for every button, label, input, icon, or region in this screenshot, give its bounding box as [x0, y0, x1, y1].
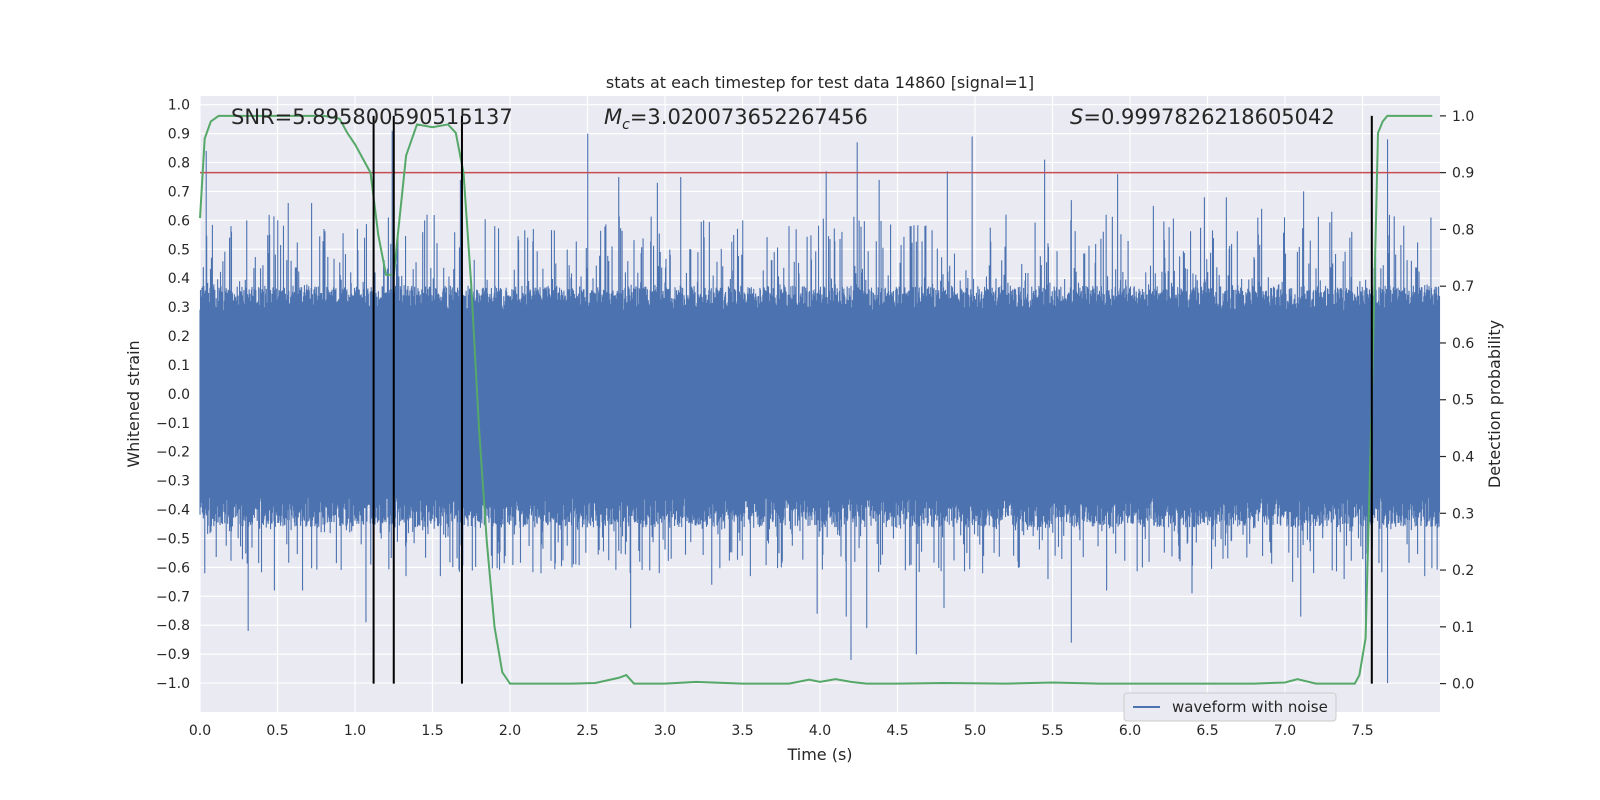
- detection-probability-line: [199, 114, 1433, 685]
- y-left-tick-label: 0.5: [168, 242, 190, 258]
- x-tick-label: 7.0: [1274, 723, 1296, 739]
- y-left-tick-label: −0.8: [156, 618, 190, 634]
- x-tick-label: 3.5: [731, 723, 753, 739]
- x-tick-label: 2.5: [576, 723, 598, 739]
- y-left-tick-label: 0.0: [168, 387, 190, 403]
- x-tick-label: 4.0: [809, 723, 831, 739]
- y-right-tick-label: 1.0: [1452, 109, 1474, 125]
- waveform-with-noise-series: [199, 130, 1441, 684]
- x-tick-labels: 0.0 0.5 1.0 1.5 2.0 2.5 3.0 3.5 4.0 4.5 5.0 5.5 6.0 6…: [189, 723, 1374, 739]
- y-right-tick-label: 0.2: [1452, 563, 1474, 579]
- timestep-markers: [372, 115, 1373, 684]
- y-left-tick-label: −0.6: [156, 560, 190, 576]
- y-right-tick-label: 0.4: [1452, 450, 1474, 466]
- x-tick-label: 3.0: [654, 723, 676, 739]
- y-left-tick-label: 0.6: [168, 213, 190, 229]
- y-axis-label-right: Detection probability: [1485, 320, 1504, 488]
- y-left-tick-label: 1.0: [168, 98, 190, 114]
- y-axis-label-left: Whitened strain: [124, 340, 143, 467]
- y-left-tick-label: 0.2: [168, 329, 190, 345]
- y-left-tick-labels: 1.0 0.9 0.8 0.7 0.6 0.5 0.4 0.3 0.2 0.1 0.0 −0.1 −0.…: [156, 98, 190, 692]
- x-tick-label: 5.5: [1041, 723, 1063, 739]
- y-left-tick-label: 0.9: [168, 127, 190, 143]
- y-left-tick-label: −0.7: [156, 589, 190, 605]
- y-right-tick-label: 0.3: [1452, 506, 1474, 522]
- chart-title: stats at each timestep for test data 148…: [606, 73, 1034, 92]
- y-right-tick-label: 0.0: [1452, 677, 1474, 693]
- x-tick-label: 2.0: [499, 723, 521, 739]
- y-left-tick-label: 0.8: [168, 156, 190, 172]
- legend-box: [1123, 692, 1337, 722]
- x-tick-label: 1.5: [421, 723, 443, 739]
- y-left-tick-label: 0.7: [168, 184, 190, 200]
- y-left-tick-label: −0.4: [156, 503, 190, 519]
- y-left-tick-label: −0.2: [156, 445, 190, 461]
- x-tick-label: 5.0: [964, 723, 986, 739]
- y-right-tick-label: 0.7: [1452, 279, 1474, 295]
- y-left-tick-label: 0.3: [168, 300, 190, 316]
- snr-annotation: SNR=5.895800590515137: [231, 105, 513, 129]
- y-right-tick-label: 0.5: [1452, 393, 1474, 409]
- x-tick-label: 6.5: [1196, 723, 1218, 739]
- chirp-mass-annotation: Mc=3.020073652267456: [604, 105, 868, 133]
- waveform-trace: [199, 130, 1441, 684]
- x-tick-label: 7.5: [1351, 723, 1373, 739]
- detection-score-annotation: S=0.9997826218605042: [1070, 105, 1335, 129]
- x-axis-label: Time (s): [786, 745, 852, 764]
- detection-probability-series: [199, 114, 1440, 685]
- y-left-tick-label: −0.9: [156, 647, 190, 663]
- x-tick-label: 0.0: [189, 723, 211, 739]
- y-right-tick-label: 0.9: [1452, 166, 1474, 182]
- x-tick-label: 1.0: [344, 723, 366, 739]
- y-right-tick-label: 0.8: [1452, 222, 1474, 238]
- y-left-tick-label: 0.1: [168, 358, 190, 374]
- y-left-tick-label: −0.5: [156, 531, 190, 547]
- y-left-tick-label: 0.4: [168, 271, 190, 287]
- legend: waveform with noise: [1123, 692, 1337, 722]
- y-left-tick-label: −0.3: [156, 474, 190, 490]
- y-left-tick-label: −1.0: [156, 676, 190, 692]
- legend-label: waveform with noise: [1172, 698, 1328, 716]
- y-right-tick-label: 0.1: [1452, 620, 1474, 636]
- y-right-tick-label: 0.6: [1452, 336, 1474, 352]
- y-right-tick-labels: 1.0 0.9 0.8 0.7 0.6 0.5 0.4 0.3 0.2 0.1 0.0: [1440, 109, 1474, 693]
- y-left-tick-label: −0.1: [156, 416, 190, 432]
- x-tick-label: 6.0: [1119, 723, 1141, 739]
- x-tick-label: 4.5: [886, 723, 908, 739]
- x-tick-label: 0.5: [266, 723, 288, 739]
